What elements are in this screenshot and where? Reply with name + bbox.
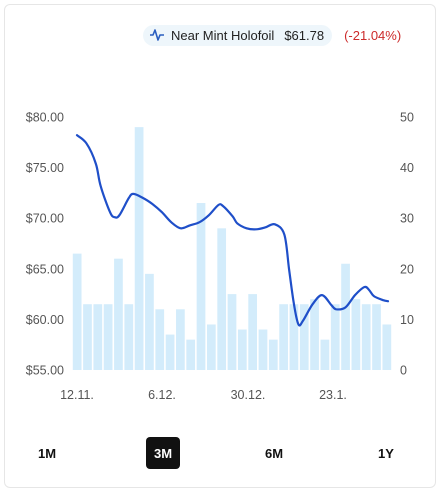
volume-bar xyxy=(248,294,258,370)
chart-legend: Near Mint Holofoil $61.78 (-21.04%) xyxy=(137,24,407,46)
volume-bar xyxy=(206,324,216,370)
x-tick-label: 6.12. xyxy=(148,388,176,402)
tab-1m[interactable]: 1M xyxy=(37,445,57,461)
price-series-line xyxy=(75,134,390,327)
legend-pill[interactable]: Near Mint Holofoil $61.78 xyxy=(143,24,333,46)
volume-bar xyxy=(145,273,154,370)
volume-bar xyxy=(217,228,227,370)
legend-series-name: Near Mint Holofoil xyxy=(171,27,275,43)
volume-bar xyxy=(372,304,381,370)
line-chart-icon xyxy=(150,29,164,41)
volume-bar xyxy=(341,263,350,370)
tab-6m[interactable]: 6M xyxy=(264,445,284,461)
range-tabs: 1M 3M 6M 1Y xyxy=(30,437,410,471)
volume-bar xyxy=(155,309,165,370)
volume-bar xyxy=(351,299,361,370)
legend-price: $61.78 xyxy=(284,27,325,43)
left-tick-label: $60.00 xyxy=(26,313,64,327)
volume-bar xyxy=(165,334,175,370)
x-tick-label: 30.12. xyxy=(231,388,266,402)
right-tick-label: 40 xyxy=(400,161,414,175)
x-tick-label: 12.11. xyxy=(60,388,94,402)
volume-bar xyxy=(320,339,330,370)
volume-bar xyxy=(330,304,340,370)
volume-bar xyxy=(186,339,196,370)
tab-3m[interactable]: 3M xyxy=(146,437,180,469)
right-tick-label: 50 xyxy=(400,111,414,125)
volume-bar xyxy=(124,304,134,370)
volume-bar xyxy=(196,203,206,370)
left-tick-label: $70.00 xyxy=(26,212,64,226)
volume-bar xyxy=(114,258,123,370)
left-tick-label: $75.00 xyxy=(26,161,64,175)
legend-change: (-21.04%) xyxy=(344,27,402,43)
volume-bar xyxy=(361,304,371,370)
right-tick-label: 20 xyxy=(400,262,414,276)
price-line xyxy=(75,134,390,327)
right-tick-label: 10 xyxy=(400,313,414,327)
volume-bar xyxy=(93,304,103,370)
volume-bar xyxy=(299,304,309,370)
right-axis: 50 40 30 20 10 0 xyxy=(400,111,414,378)
volume-bar xyxy=(279,304,288,370)
left-tick-label: $55.00 xyxy=(26,364,64,378)
volume-bar xyxy=(176,309,185,370)
volume-bar xyxy=(134,127,144,371)
volume-bar xyxy=(227,294,237,370)
price-chart: $80.00 $75.00 $70.00 $65.00 $60.00 $55.00 50 4… xyxy=(26,111,414,403)
volume-bar xyxy=(83,304,92,370)
tab-1y[interactable]: 1Y xyxy=(378,445,394,461)
volume-bar xyxy=(258,329,268,370)
volume-bar xyxy=(237,329,247,370)
x-axis: 12.11. 6.12. 30.12. 23.1. xyxy=(60,388,347,402)
volume-bar xyxy=(289,304,299,370)
volume-bar xyxy=(103,304,113,370)
left-axis: $80.00 $75.00 $70.00 $65.00 $60.00 $55.00 xyxy=(26,111,64,378)
x-tick-label: 23.1. xyxy=(319,388,347,402)
right-tick-label: 0 xyxy=(400,364,407,378)
volume-bar xyxy=(72,253,82,370)
volume-bars xyxy=(72,127,392,371)
volume-bar xyxy=(268,339,278,370)
right-tick-label: 30 xyxy=(400,212,414,226)
volume-bar xyxy=(382,324,392,370)
volume-bar xyxy=(310,299,319,370)
left-tick-label: $80.00 xyxy=(26,111,64,125)
left-tick-label: $65.00 xyxy=(26,262,64,276)
